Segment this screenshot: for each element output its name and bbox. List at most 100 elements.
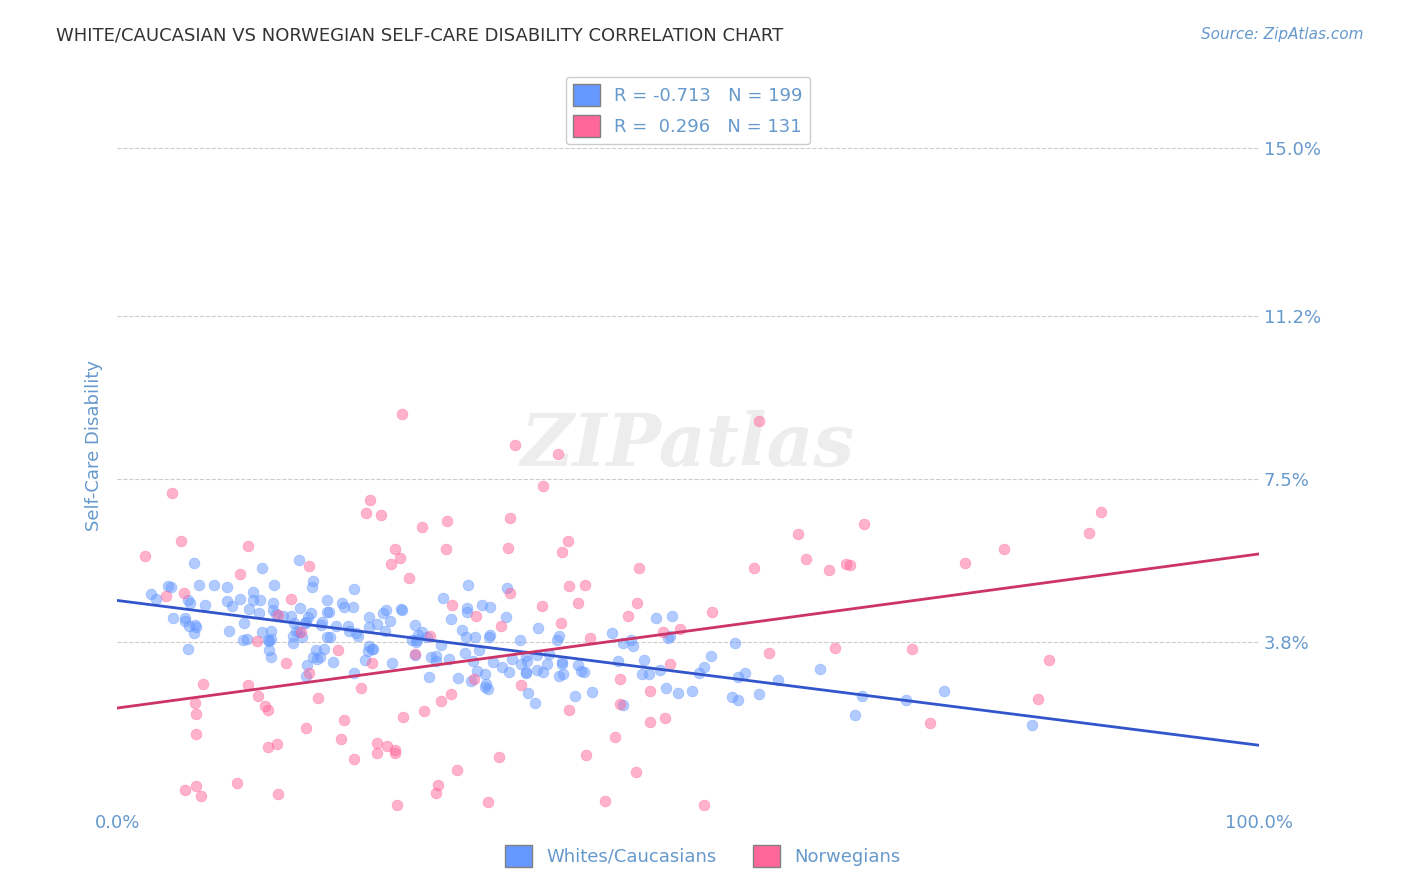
Point [557,533,579,548]
Point [693,660,716,674]
Point [485,817,508,831]
Point [852,516,875,531]
Point [412,705,434,719]
Point [225,776,247,790]
Point [425,648,447,663]
Point [298,558,321,573]
Point [391,602,413,616]
Point [187,824,209,838]
Point [229,592,252,607]
Point [242,592,264,607]
Point [256,703,278,717]
Point [419,650,441,665]
Point [290,624,312,639]
Point [387,797,409,812]
Point [416,630,439,644]
Point [392,710,415,724]
Point [567,658,589,673]
Point [184,779,207,793]
Point [277,824,299,838]
Point [283,616,305,631]
Point [322,655,344,669]
Point [818,564,841,578]
Point [536,657,558,671]
Point [291,630,314,644]
Point [254,699,277,714]
Point [440,612,463,626]
Point [347,629,370,643]
Point [281,629,304,643]
Point [184,727,207,741]
Point [510,678,533,692]
Point [202,578,225,592]
Point [298,666,321,681]
Point [474,667,496,681]
Point [252,561,274,575]
Point [294,721,316,735]
Point [595,794,617,808]
Text: ZIPatlas: ZIPatlas [520,410,855,482]
Point [766,673,789,688]
Point [361,642,384,657]
Point [179,810,201,824]
Point [638,714,661,729]
Point [249,593,271,607]
Text: WHITE/CAUCASIAN VS NORWEGIAN SELF-CARE DISABILITY CORRELATION CHART: WHITE/CAUCASIAN VS NORWEGIAN SELF-CARE D… [56,27,783,45]
Point [221,599,243,613]
Point [174,614,197,628]
Point [381,657,404,671]
Point [699,649,721,664]
Point [547,669,569,683]
Point [308,650,330,665]
Point [787,526,810,541]
Point [264,607,287,621]
Point [609,697,631,711]
Point [280,608,302,623]
Point [527,621,550,635]
Point [229,567,252,582]
Point [156,579,179,593]
Point [564,690,586,704]
Point [319,630,342,644]
Point [477,682,499,697]
Point [361,656,384,670]
Point [547,447,569,461]
Point [246,633,269,648]
Point [620,633,643,648]
Point [375,739,398,753]
Point [835,557,858,571]
Point [330,596,353,610]
Point [301,580,323,594]
Point [425,787,447,801]
Point [404,647,426,661]
Point [318,605,340,619]
Point [474,681,496,695]
Point [558,703,581,717]
Point [159,580,181,594]
Point [515,666,537,681]
Point [742,561,765,575]
Point [242,585,264,599]
Point [627,561,650,575]
Point [550,655,572,669]
Point [425,654,447,668]
Point [342,599,364,614]
Point [517,686,540,700]
Point [162,611,184,625]
Point [354,653,377,667]
Point [194,598,217,612]
Point [609,672,631,686]
Point [465,664,488,678]
Point [456,605,478,619]
Point [418,670,440,684]
Point [439,651,461,665]
Point [343,582,366,596]
Point [430,638,453,652]
Point [374,624,396,639]
Point [612,698,634,712]
Point [681,683,703,698]
Point [307,690,329,705]
Point [280,592,302,607]
Point [748,413,770,427]
Point [404,648,426,663]
